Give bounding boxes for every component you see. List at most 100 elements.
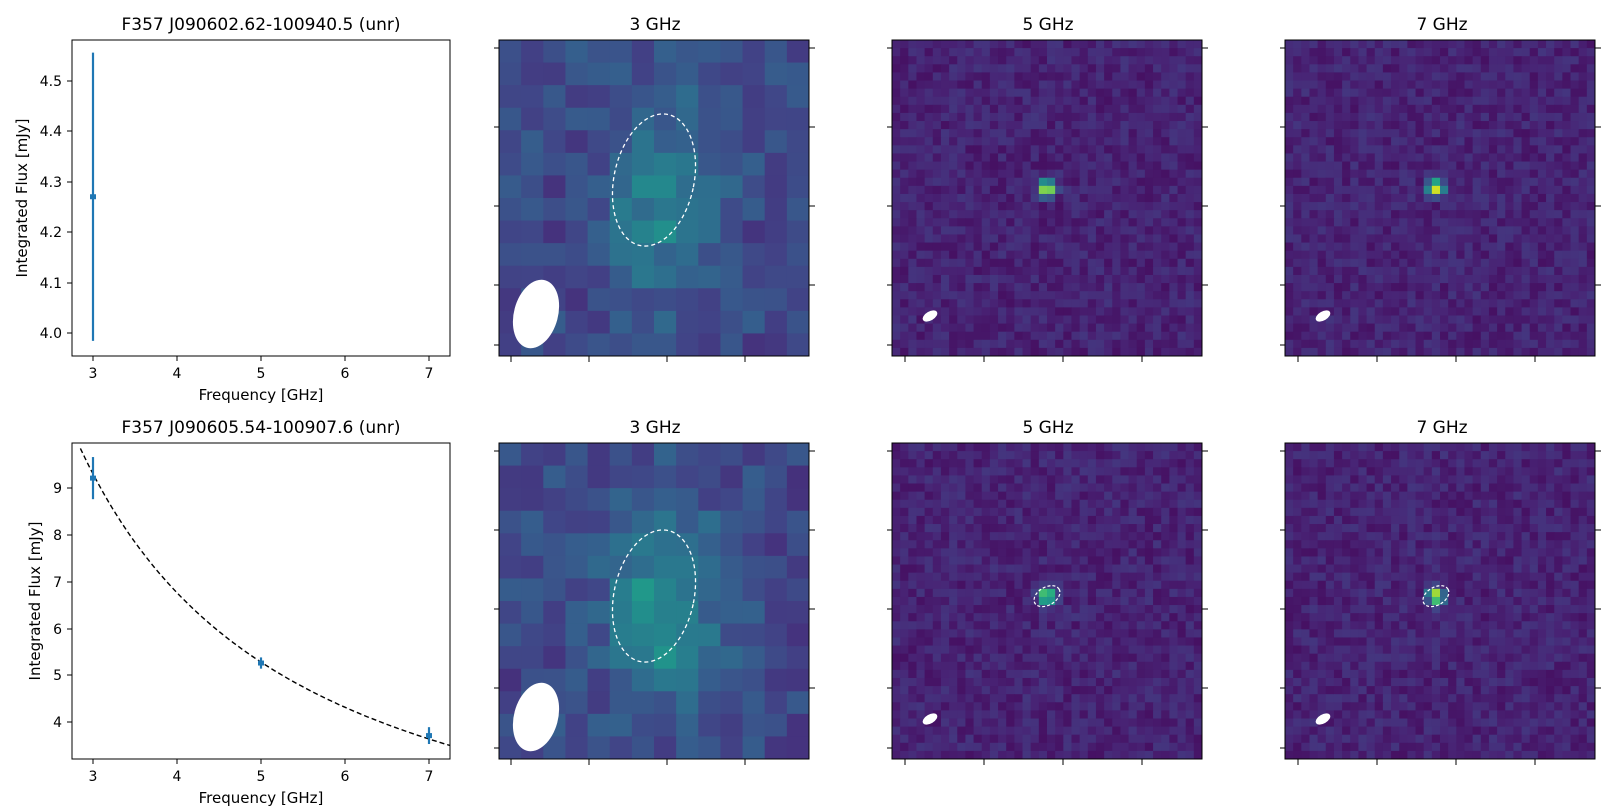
image-pixel	[1006, 702, 1015, 711]
image-pixel	[1104, 315, 1113, 325]
image-pixel	[587, 533, 611, 557]
image-pixel	[1071, 169, 1081, 179]
image-pixel	[900, 443, 909, 452]
image-pixel	[940, 218, 950, 227]
image-pixel	[1382, 234, 1392, 244]
image-pixel	[1063, 564, 1072, 574]
image-pixel	[565, 533, 589, 557]
image-pixel	[957, 726, 966, 736]
image-pixel	[764, 243, 788, 267]
image-pixel	[1177, 193, 1187, 203]
data-point	[90, 475, 96, 481]
image-pixel	[924, 226, 934, 235]
image-pixel	[1423, 331, 1433, 341]
image-pixel	[1128, 718, 1138, 728]
image-pixel	[1014, 145, 1024, 154]
image-pixel	[720, 736, 744, 759]
image-pixel	[916, 193, 926, 203]
image-pixel	[973, 210, 983, 219]
image-pixel	[981, 202, 991, 211]
image-pixel	[1144, 307, 1154, 316]
image-pixel	[1095, 112, 1105, 122]
image-pixel	[1161, 734, 1170, 744]
image-pixel	[1464, 323, 1474, 333]
image-pixel	[1554, 315, 1563, 325]
image-pixel	[1169, 266, 1179, 276]
image-pixel	[1431, 339, 1441, 349]
image-pixel	[1407, 56, 1417, 65]
image-pixel	[1333, 48, 1343, 57]
image-pixel	[1554, 218, 1563, 227]
image-pixel	[1193, 613, 1202, 622]
image-pixel	[940, 323, 950, 333]
image-pixel	[1120, 475, 1130, 485]
image-pixel	[1407, 129, 1417, 138]
image-pixel	[1177, 112, 1187, 122]
image-pixel	[1193, 726, 1202, 736]
image-pixel	[1185, 637, 1195, 647]
image-pixel	[1546, 145, 1555, 154]
image-pixel	[1333, 145, 1343, 154]
image-pixel	[1095, 315, 1105, 325]
image-pixel	[1071, 629, 1081, 638]
image-pixel	[940, 629, 950, 638]
image-pixel	[998, 524, 1007, 533]
image-pixel	[521, 555, 544, 580]
image-pixel	[1112, 283, 1121, 292]
image-pixel	[1185, 242, 1195, 252]
image-pixel	[1071, 507, 1081, 517]
image-pixel	[1185, 250, 1195, 260]
image-pixel	[1301, 347, 1310, 356]
image-pixel	[1382, 72, 1392, 82]
image-pixel	[1521, 258, 1531, 268]
image-pixel	[565, 220, 589, 244]
image-pixel	[1063, 137, 1072, 146]
image-pixel	[1407, 347, 1417, 356]
image-pixel	[1358, 185, 1368, 195]
image-pixel	[1374, 226, 1384, 235]
image-pixel	[949, 323, 958, 333]
image-pixel	[1358, 56, 1368, 65]
image-pixel	[1006, 750, 1015, 759]
image-pixel	[1079, 532, 1089, 541]
image-pixel	[1464, 48, 1474, 57]
image-pixel	[989, 524, 999, 533]
image-pixel	[1293, 137, 1302, 146]
image-pixel	[1112, 56, 1121, 65]
image-pixel	[786, 646, 809, 670]
image-pixel	[1570, 315, 1580, 325]
image-pixel	[1578, 331, 1588, 341]
image-pixel	[609, 510, 633, 534]
image-pixel	[1047, 459, 1056, 468]
image-pixel	[1030, 48, 1040, 57]
image-pixel	[924, 613, 934, 622]
image-pixel	[1513, 88, 1523, 98]
image-pixel	[1333, 266, 1343, 276]
image-pixel	[1153, 323, 1162, 333]
image-pixel	[1104, 226, 1113, 235]
image-pixel	[1047, 88, 1056, 98]
image-pixel	[1169, 88, 1179, 98]
image-pixel	[1030, 677, 1040, 687]
image-pixel	[1177, 226, 1187, 235]
image-pixel	[1071, 323, 1081, 333]
image-pixel	[892, 556, 901, 566]
image-pixel	[1161, 686, 1170, 695]
image-pixel	[565, 107, 589, 131]
image-pixel	[1112, 177, 1121, 187]
image-pixel	[742, 488, 766, 512]
image-pixel	[1177, 564, 1187, 574]
image-pixel	[957, 218, 966, 227]
image-pixel	[1193, 443, 1202, 452]
image-pixel	[1342, 315, 1351, 325]
image-pixel	[1497, 331, 1506, 341]
image-pixel	[989, 742, 999, 752]
image-pixel	[965, 750, 975, 759]
image-pixel	[924, 210, 934, 219]
image-pixel	[1350, 258, 1359, 268]
image-pixel	[1554, 266, 1563, 276]
image-pixel	[998, 339, 1007, 349]
image-pixel	[1366, 193, 1376, 203]
image-pixel	[1399, 266, 1408, 276]
image-pixel	[1014, 283, 1024, 292]
